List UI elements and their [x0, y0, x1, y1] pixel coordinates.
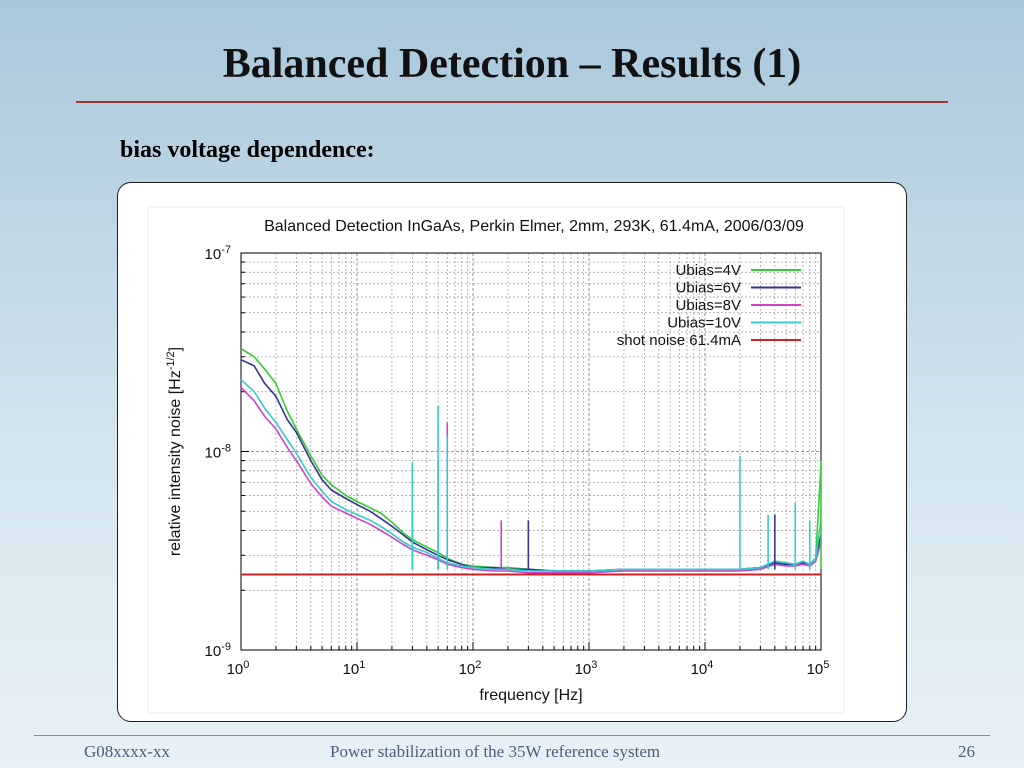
y-tick-label-exponent: -9 — [221, 641, 231, 653]
legend-label: Ubias=8V — [676, 297, 741, 314]
footer-page-number: 26 — [958, 742, 975, 761]
x-tick-label-base: 10 — [807, 661, 824, 678]
footer-divider — [34, 735, 990, 736]
footer-presentation-title: Power stabilization of the 35W reference… — [330, 742, 661, 761]
y-tick-label: 10-7 — [205, 244, 231, 263]
x-tick-label-exponent: 3 — [591, 659, 597, 671]
chart-background — [147, 206, 845, 714]
y-tick-label-base: 10 — [205, 445, 222, 462]
x-tick-label: 100 — [227, 659, 250, 678]
x-tick-label-exponent: 1 — [359, 659, 365, 671]
legend-label: Ubias=4V — [676, 262, 741, 279]
y-tick-label: 10-8 — [205, 443, 231, 462]
series-layer — [240, 347, 822, 576]
y-axis-label-exponent: -1/2 — [165, 351, 177, 370]
y-tick-label: 10-9 — [205, 641, 231, 660]
x-tick-label: 102 — [459, 659, 482, 678]
chart-title: Balanced Detection InGaAs, Perkin Elmer,… — [264, 218, 804, 235]
x-tick-label: 104 — [691, 659, 714, 678]
axis-ticks — [240, 252, 822, 651]
x-axis-label: frequency [Hz] — [479, 687, 582, 704]
x-tick-label-base: 10 — [575, 661, 592, 678]
x-tick-label-base: 10 — [459, 661, 476, 678]
y-axis-label: relative intensity noise [Hz-1/2] — [165, 347, 184, 556]
y-axis-label-main: relative intensity noise [Hz — [167, 370, 184, 556]
plot-area-group: Balanced Detection InGaAs, Perkin Elmer,… — [147, 206, 845, 714]
slide-title: Balanced Detection – Results (1) — [222, 41, 802, 87]
y-tick-label-base: 10 — [205, 643, 222, 660]
x-tick-label-exponent: 5 — [823, 659, 829, 671]
legend-label: shot noise 61.4mA — [617, 332, 741, 349]
x-tick-label-exponent: 2 — [475, 659, 481, 671]
x-tick-label-exponent: 0 — [243, 659, 249, 671]
y-tick-label-base: 10 — [205, 246, 222, 263]
y-tick-label-exponent: -7 — [221, 244, 231, 256]
x-tick-label: 101 — [343, 659, 366, 678]
legend-label: Ubias=10V — [667, 315, 741, 332]
title-divider — [76, 101, 948, 103]
legend-label: Ubias=6V — [676, 280, 741, 297]
noise-chart: Balanced Detection InGaAs, Perkin Elmer,… — [147, 206, 845, 714]
x-tick-label: 105 — [807, 659, 830, 678]
footer-document-id: G08xxxx-xx — [84, 742, 170, 761]
slide-subtitle: bias voltage dependence: — [120, 137, 375, 163]
chart-frame: Balanced Detection InGaAs, Perkin Elmer,… — [117, 182, 907, 722]
x-tick-label-base: 10 — [227, 661, 244, 678]
y-tick-label-exponent: -8 — [221, 443, 231, 455]
x-tick-label: 103 — [575, 659, 598, 678]
x-tick-label-exponent: 4 — [707, 659, 713, 671]
x-tick-label-base: 10 — [691, 661, 708, 678]
x-tick-label-base: 10 — [343, 661, 360, 678]
chart-grid — [240, 252, 822, 651]
y-axis-label-suffix: ] — [167, 347, 184, 351]
